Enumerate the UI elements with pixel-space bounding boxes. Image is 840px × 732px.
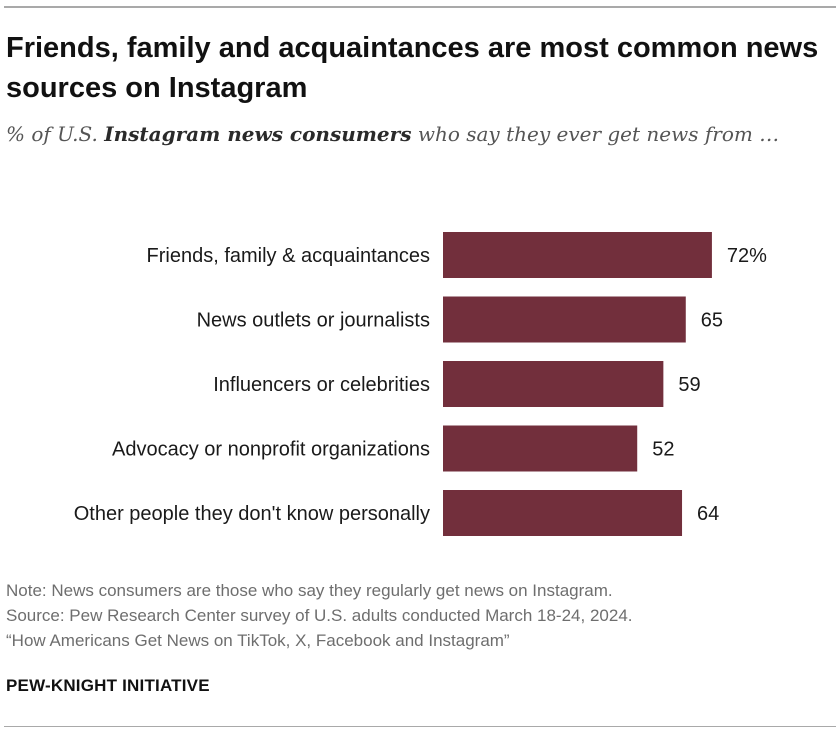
chart-notes: Note: News consumers are those who say t… [6,578,834,653]
bar [443,361,664,407]
category-label: Friends, family & acquaintances [147,245,430,267]
source-text: Source: Pew Research Center survey of U.… [6,606,633,625]
chart-subtitle: % of U.S. Instagram news consumers who s… [6,118,826,150]
value-label: 72% [727,245,767,267]
bar [443,232,712,278]
value-label: 52 [652,439,674,461]
subtitle-suffix: who say they ever get news from … [411,122,780,146]
top-rule [4,6,836,8]
category-label: News outlets or journalists [197,310,430,332]
category-label: Advocacy or nonprofit organizations [112,439,430,461]
note-text: Note: News consumers are those who say t… [6,581,613,600]
bar-chart: Friends, family & acquaintances 72% News o… [74,232,767,536]
report-title: “How Americans Get News on TikTok, X, Fa… [6,631,510,650]
value-label: 65 [701,310,723,332]
bar [443,490,683,536]
chart-title: Friends, family and acquaintances are mo… [6,32,819,104]
category-label: Influencers or celebrities [213,374,430,396]
value-label: 59 [678,374,700,396]
value-label: 64 [697,503,719,525]
subtitle-emphasis: Instagram news consumers [104,122,412,146]
bottom-rule [4,726,836,727]
subtitle-prefix: % of U.S. [6,122,105,146]
bar [443,425,638,472]
category-label: Other people they don't know personally [74,503,430,525]
brand-label: PEW-KNIGHT INITIATIVE [6,676,210,695]
bar [443,296,686,343]
